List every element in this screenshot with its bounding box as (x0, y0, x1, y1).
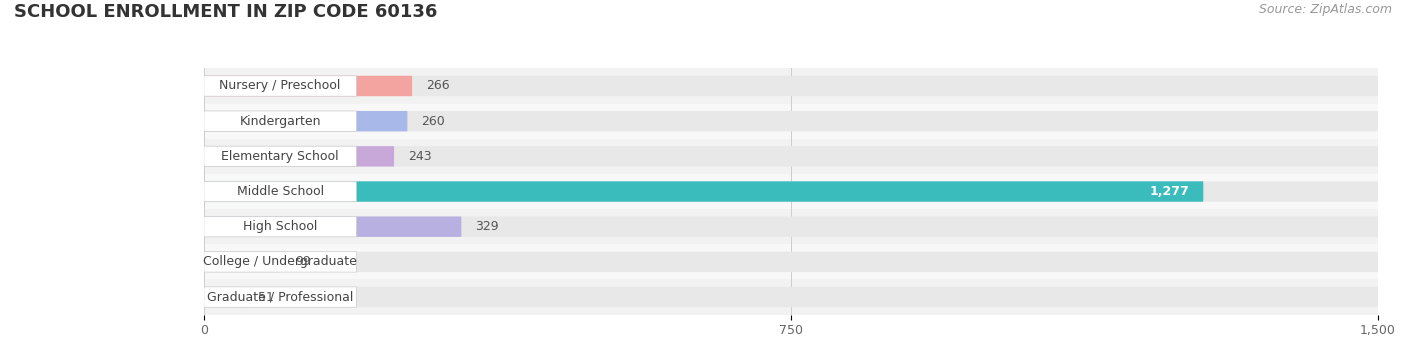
FancyBboxPatch shape (204, 287, 357, 307)
Text: 99: 99 (295, 255, 311, 268)
FancyBboxPatch shape (204, 287, 243, 307)
FancyBboxPatch shape (204, 181, 1378, 202)
FancyBboxPatch shape (204, 76, 1378, 96)
FancyBboxPatch shape (204, 252, 281, 272)
Bar (204, 279, 1378, 315)
FancyBboxPatch shape (204, 76, 357, 96)
FancyBboxPatch shape (204, 252, 357, 272)
Text: Source: ZipAtlas.com: Source: ZipAtlas.com (1258, 3, 1392, 16)
Text: Kindergarten: Kindergarten (239, 115, 321, 128)
Text: High School: High School (243, 220, 318, 233)
Text: Middle School: Middle School (236, 185, 323, 198)
Bar (204, 68, 1378, 104)
FancyBboxPatch shape (204, 76, 412, 96)
Text: Nursery / Preschool: Nursery / Preschool (219, 79, 340, 92)
Bar (204, 174, 1378, 209)
FancyBboxPatch shape (204, 111, 408, 131)
Text: Graduate / Professional: Graduate / Professional (207, 291, 353, 304)
FancyBboxPatch shape (204, 146, 1378, 167)
Bar (204, 244, 1378, 279)
Text: College / Undergraduate: College / Undergraduate (204, 255, 357, 268)
Text: 266: 266 (426, 79, 450, 92)
Bar (204, 209, 1378, 244)
Text: 1,277: 1,277 (1150, 185, 1189, 198)
Text: 329: 329 (475, 220, 499, 233)
Text: Elementary School: Elementary School (221, 150, 339, 163)
Text: 260: 260 (422, 115, 446, 128)
FancyBboxPatch shape (204, 216, 1378, 237)
FancyBboxPatch shape (204, 146, 357, 167)
FancyBboxPatch shape (204, 287, 1378, 307)
FancyBboxPatch shape (204, 216, 461, 237)
FancyBboxPatch shape (204, 146, 394, 167)
Text: SCHOOL ENROLLMENT IN ZIP CODE 60136: SCHOOL ENROLLMENT IN ZIP CODE 60136 (14, 3, 437, 22)
FancyBboxPatch shape (204, 111, 357, 131)
FancyBboxPatch shape (204, 252, 1378, 272)
Bar (204, 139, 1378, 174)
Text: 243: 243 (408, 150, 432, 163)
Text: 51: 51 (257, 291, 274, 304)
FancyBboxPatch shape (204, 111, 1378, 131)
Bar (204, 104, 1378, 139)
FancyBboxPatch shape (204, 181, 357, 202)
FancyBboxPatch shape (204, 216, 357, 237)
FancyBboxPatch shape (204, 181, 1204, 202)
